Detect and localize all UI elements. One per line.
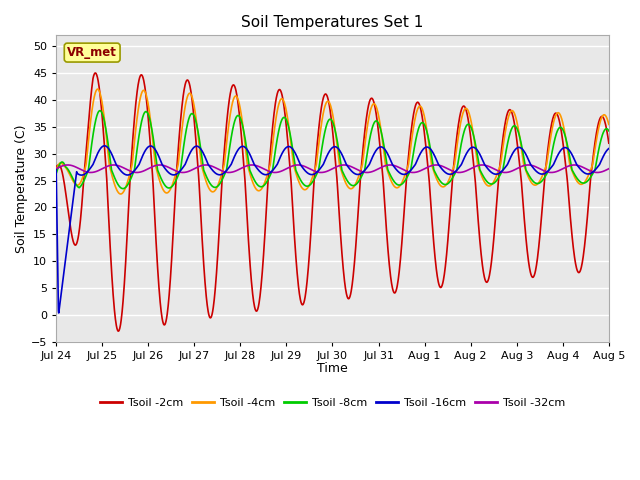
Y-axis label: Soil Temperature (C): Soil Temperature (C) (15, 124, 28, 253)
Title: Soil Temperatures Set 1: Soil Temperatures Set 1 (241, 15, 424, 30)
Legend: Tsoil -2cm, Tsoil -4cm, Tsoil -8cm, Tsoil -16cm, Tsoil -32cm: Tsoil -2cm, Tsoil -4cm, Tsoil -8cm, Tsoi… (96, 394, 569, 412)
Text: VR_met: VR_met (67, 46, 117, 59)
X-axis label: Time: Time (317, 362, 348, 375)
